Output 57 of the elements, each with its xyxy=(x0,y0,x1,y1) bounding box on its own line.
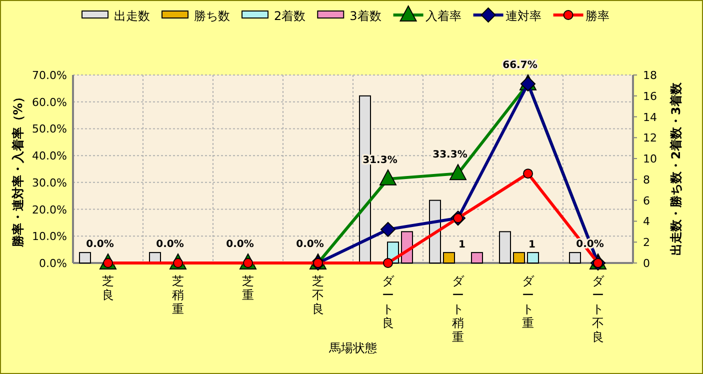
legend-label: 連対率 xyxy=(505,9,542,23)
legend-label: 3着数 xyxy=(350,9,382,23)
y2-tick-label: 6 xyxy=(643,194,650,208)
y2-tick-label: 14 xyxy=(643,110,657,124)
data-label: 0.0% xyxy=(296,239,324,250)
y-tick-label: 20.0% xyxy=(32,203,67,216)
y2-tick-label: 12 xyxy=(643,132,657,145)
data-label: 0.0% xyxy=(156,239,184,250)
y-tick-label: 60.0% xyxy=(32,96,67,109)
bar xyxy=(527,252,539,264)
legend-label: 入着率 xyxy=(425,9,462,23)
x-tick-label: 芝重 xyxy=(242,274,254,302)
bar xyxy=(429,200,441,264)
legend-label: 2着数 xyxy=(274,9,306,23)
point xyxy=(383,258,393,268)
y2-tick-label: 18 xyxy=(643,69,657,82)
legend-label: 勝ち数 xyxy=(194,9,230,23)
y2-tick-label: 10 xyxy=(643,152,657,166)
y2-tick-label: 4 xyxy=(643,215,650,228)
legend-label: 勝率 xyxy=(585,9,610,23)
data-label: 0.0% xyxy=(86,239,114,250)
y2-tick-label: 0 xyxy=(643,257,650,270)
point xyxy=(380,222,396,237)
bar xyxy=(513,252,525,264)
x-tick-label: 芝不良 xyxy=(312,274,324,316)
data-label: 0.0% xyxy=(226,239,254,250)
bar xyxy=(79,252,91,264)
bar xyxy=(443,252,455,264)
y2-tick-label: 8 xyxy=(643,173,650,186)
x-tick-label: ダート良 xyxy=(382,274,395,330)
point xyxy=(450,164,466,180)
data-label: 1 xyxy=(528,240,536,251)
data-label: 1 xyxy=(458,240,466,251)
y2-tick-label: 2 xyxy=(643,236,650,250)
x-tick-label: 芝良 xyxy=(102,274,114,302)
bar xyxy=(471,252,483,264)
y2-tick-label: 16 xyxy=(643,90,657,103)
data-label: 33.3% xyxy=(432,150,468,161)
y-tick-label: 10.0% xyxy=(32,230,67,244)
y-tick-label: 40.0% xyxy=(32,150,67,163)
legend-label: 出走数 xyxy=(114,9,150,23)
bar xyxy=(569,252,581,264)
x-tick-label: ダート不良 xyxy=(592,274,605,344)
data-label: 66.7% xyxy=(502,60,538,71)
y-tick-label: 0.0% xyxy=(39,257,67,270)
x-axis-title: 馬場状態 xyxy=(328,341,377,355)
x-tick-label: ダート稍重 xyxy=(452,274,465,344)
point xyxy=(380,169,396,186)
x-tick-label: 芝稍重 xyxy=(172,274,184,316)
x-tick-label: ダート重 xyxy=(522,274,535,330)
y2-axis-title: 出走数・勝ち数・2着数・3着数 xyxy=(669,82,683,256)
point xyxy=(523,168,533,179)
bar xyxy=(499,231,511,264)
y-tick-label: 30.0% xyxy=(32,176,67,190)
y-tick-label: 70.0% xyxy=(32,69,67,82)
y-axis-title: 勝率・連対率・入着率（%） xyxy=(11,90,25,248)
y-tick-label: 50.0% xyxy=(32,122,67,136)
